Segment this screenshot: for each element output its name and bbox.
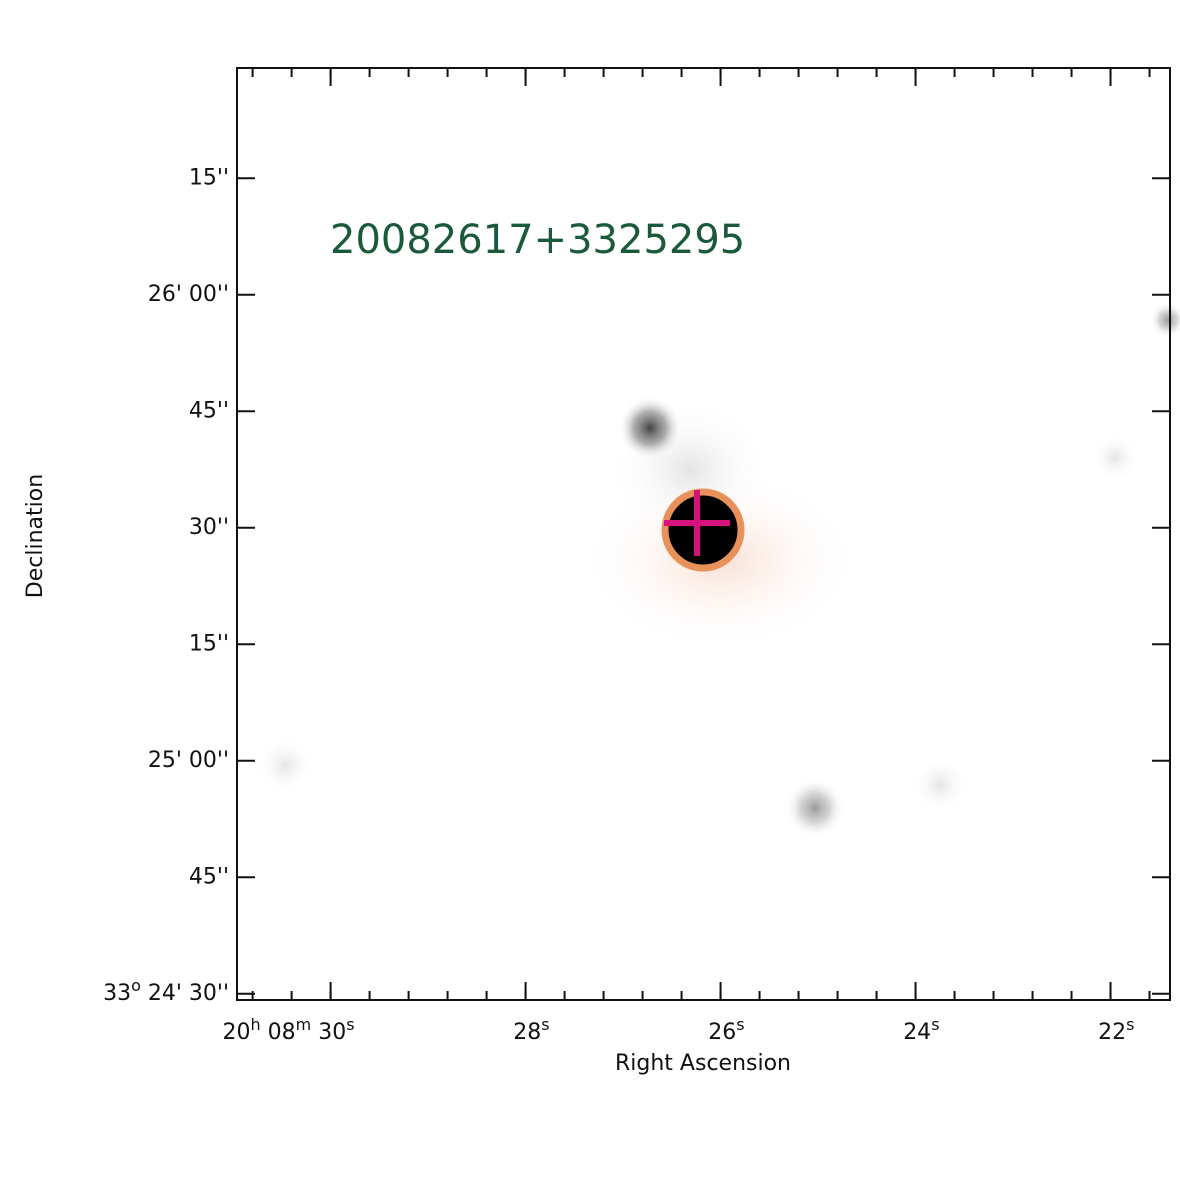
chart-title: 20082617+3325295	[330, 217, 745, 263]
x-tick-label: 20h 08m 30s	[223, 1015, 355, 1045]
y-tick-label: 15''	[189, 165, 229, 190]
y-tick-label: 45''	[189, 864, 229, 889]
x-axis-label: Right Ascension	[615, 1051, 791, 1076]
x-tick-label: 26s	[708, 1015, 744, 1045]
sky-image	[257, 302, 1180, 838]
y-tick-label: 15''	[189, 631, 229, 656]
x-tick-label: 28s	[513, 1015, 549, 1045]
y-tick-label: 25' 00''	[148, 748, 229, 773]
x-tick-label: 22s	[1098, 1015, 1134, 1045]
target-circle	[661, 488, 745, 572]
y-tick-label: 30''	[189, 515, 229, 540]
plot-frame	[236, 67, 1171, 1001]
y-tick-label: 26' 00''	[148, 282, 229, 307]
y-tick-label: 45''	[189, 398, 229, 423]
y-axis-label: Declination	[23, 474, 48, 598]
y-tick-label: 33o 24' 30''	[103, 976, 229, 1006]
x-tick-label: 24s	[903, 1015, 939, 1045]
